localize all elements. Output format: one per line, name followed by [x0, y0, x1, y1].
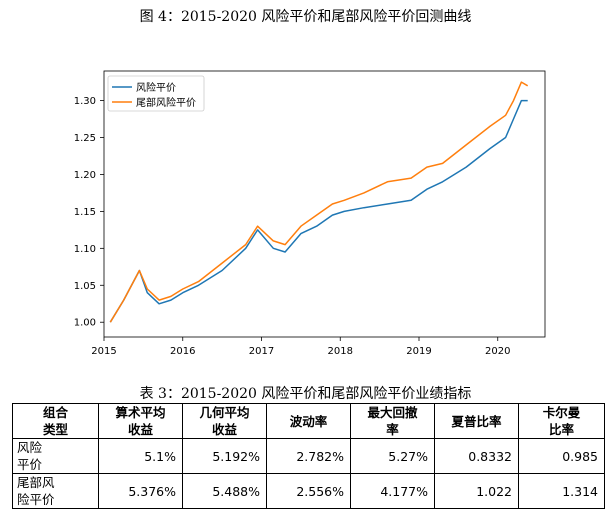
- table-header-row: 组合 类型 算术平均 收益 几何平均 收益 波动率 最大回撤率 夏普比率 卡尔曼 比率: [12, 403, 605, 439]
- x-tick-label: 2017: [249, 346, 274, 357]
- x-tick-label: 2018: [328, 346, 353, 357]
- y-tick-label: 1.25: [74, 133, 96, 144]
- x-tick-label: 2019: [406, 346, 431, 357]
- header-volatility: 波动率: [289, 413, 328, 429]
- plot-area: [103, 70, 546, 338]
- table-row: 风险 平价 5.1% 5.192% 2.782% 5.27% 0.8332 0.9…: [12, 438, 605, 474]
- y-tick-label: 1.15: [74, 207, 96, 218]
- performance-table: 组合 类型 算术平均 收益 几何平均 收益 波动率 最大回撤率 夏普比率 卡尔曼 比率 …: [12, 403, 605, 509]
- header-portfolio-type: 组合 类型: [42, 405, 68, 437]
- legend-label-tail-risk-parity: 尾部风险平价: [136, 96, 196, 109]
- row-name: 尾部风 险平价: [17, 475, 55, 507]
- header-calmar-ratio: 卡尔曼 比率: [542, 405, 581, 437]
- header-cell: 几何平均 收益: [182, 403, 267, 439]
- table-cell: 1.022: [434, 473, 519, 509]
- table-cell: 5.376%: [98, 473, 183, 509]
- series-line-risk-parity: [109, 99, 528, 323]
- table-row: 尾部风 险平价 5.376% 5.488% 2.556% 4.177% 1.022…: [12, 473, 605, 509]
- y-tick-label: 1.00: [74, 318, 96, 329]
- y-axis: 1.00 1.05 1.10 1.15 1.20 1.25 1.30: [74, 96, 104, 329]
- header-cell: 算术平均 收益: [98, 403, 183, 439]
- header-cell: 夏普比率: [434, 403, 519, 439]
- table-cell: 5.488%: [182, 473, 267, 509]
- y-tick-label: 1.10: [74, 244, 96, 255]
- line-chart: 2015 2016 2017 2018 2019 2020 1.00 1.05 1.10 1.1…: [74, 70, 546, 357]
- row-name: 风险 平价: [17, 440, 43, 472]
- legend: 风险平价 尾部风险平价: [107, 75, 205, 112]
- table-cell: 0.985: [518, 438, 605, 474]
- table-cell: 1.314: [518, 473, 605, 509]
- x-tick-label: 2015: [91, 346, 116, 357]
- series-lines: [109, 81, 529, 323]
- table-cell: 0.8332: [434, 438, 519, 474]
- header-cell: 卡尔曼 比率: [518, 403, 605, 439]
- table-caption: 表 3：2015-2020 风险平价和尾部风险平价业绩指标: [139, 386, 472, 402]
- table-cell: 5.27%: [350, 438, 435, 474]
- x-tick-label: 2020: [485, 346, 510, 357]
- table-cell: 5.192%: [182, 438, 267, 474]
- header-cell: 组合 类型: [12, 403, 99, 439]
- series-line-tail-risk-parity: [109, 81, 529, 323]
- x-tick-label: 2016: [170, 346, 195, 357]
- row-name-cell: 尾部风 险平价: [12, 473, 99, 509]
- table-cell: 2.782%: [266, 438, 351, 474]
- table-cell: 2.556%: [266, 473, 351, 509]
- x-axis: 2015 2016 2017 2018 2019 2020: [91, 337, 510, 357]
- y-tick-label: 1.05: [74, 281, 96, 292]
- legend-label-risk-parity: 风险平价: [136, 81, 176, 94]
- header-sharpe-ratio: 夏普比率: [451, 413, 502, 429]
- figure-caption: 图 4：2015-2020 风险平价和尾部风险平价回测曲线: [139, 9, 472, 25]
- header-cell: 最大回撤率: [350, 403, 435, 439]
- header-cell: 波动率: [266, 403, 351, 439]
- table-cell: 4.177%: [350, 473, 435, 509]
- row-name-cell: 风险 平价: [12, 438, 99, 474]
- header-max-drawdown: 最大回撤率: [367, 405, 418, 437]
- header-geo-mean-return: 几何平均 收益: [199, 405, 250, 437]
- y-tick-label: 1.30: [74, 96, 96, 107]
- header-arith-mean-return: 算术平均 收益: [115, 405, 166, 437]
- table-cell: 5.1%: [98, 438, 183, 474]
- y-tick-label: 1.20: [74, 170, 96, 181]
